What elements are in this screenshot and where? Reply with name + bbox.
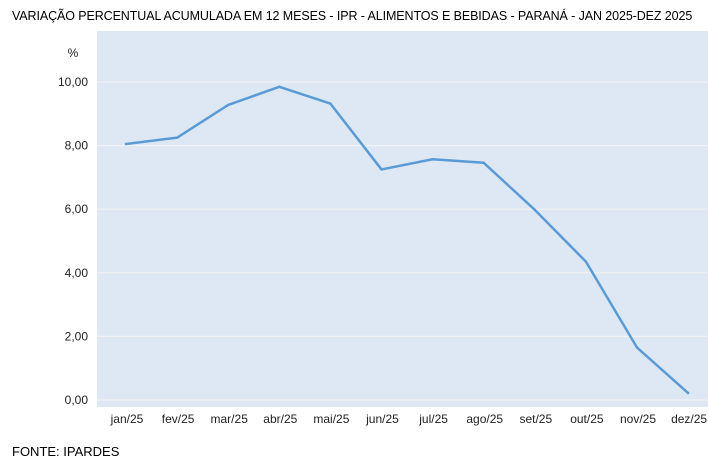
chart-title: VARIAÇÃO PERCENTUAL ACUMULADA EM 12 MESE…	[12, 9, 693, 23]
data-point	[482, 161, 485, 164]
data-point	[686, 391, 690, 395]
x-tick-label: mar/25	[211, 412, 249, 426]
y-axis-tick-labels: 0,00 2,00 4,00 6,00 8,00 10,00	[58, 75, 88, 407]
series-group	[124, 85, 690, 395]
plot-area	[97, 31, 708, 407]
line-chart: 0,00 2,00 4,00 6,00 8,00 10,00 jan/25 fev/25 ma…	[58, 31, 708, 426]
data-point	[584, 260, 588, 263]
y-tick-label: 4,00	[65, 266, 89, 280]
y-tick-label: 8,00	[65, 139, 89, 153]
source-note: FONTE: IPARDES	[12, 444, 120, 459]
data-point	[175, 136, 179, 139]
x-tick-label: ago/25	[466, 412, 503, 426]
y-tick-label: 10,00	[58, 75, 88, 89]
x-tick-label: jul/25	[418, 412, 448, 426]
gridlines	[97, 81, 708, 401]
x-tick-label: jan/25	[110, 412, 144, 426]
data-point	[380, 168, 383, 171]
data-point	[278, 85, 281, 88]
x-tick-label: nov/25	[620, 412, 656, 426]
x-tick-label: fev/25	[162, 412, 195, 426]
x-tick-label: mai/25	[313, 412, 349, 426]
x-tick-label: jun/25	[365, 412, 399, 426]
data-point	[227, 103, 230, 107]
data-point	[533, 208, 536, 212]
data-point	[124, 142, 128, 146]
y-tick-label: 2,00	[65, 329, 89, 343]
y-axis-unit-label: %	[68, 46, 79, 60]
x-tick-label: out/25	[570, 412, 604, 426]
series-line	[124, 85, 690, 395]
y-tick-label: 6,00	[65, 202, 89, 216]
x-tick-label: dez/25	[671, 412, 707, 426]
x-tick-label: abr/25	[263, 412, 297, 426]
data-point	[635, 346, 639, 349]
data-point	[431, 158, 434, 161]
data-point	[329, 102, 332, 105]
x-axis-tick-labels: jan/25 fev/25 mar/25 abr/25 mai/25 jun/25 jul/…	[110, 412, 708, 426]
y-tick-label: 0,00	[65, 393, 89, 407]
x-tick-label: set/25	[519, 412, 552, 426]
